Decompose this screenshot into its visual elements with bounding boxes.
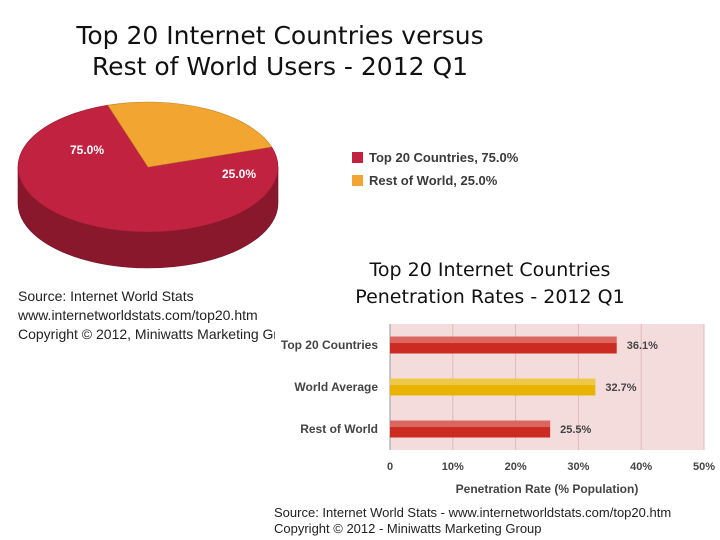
bar-x-axis-title: Penetration Rate (% Population)	[456, 482, 639, 496]
pie-data-label-top20: 75.0%	[70, 143, 104, 157]
bar-highlight	[390, 336, 617, 344]
bar-data-label: 32.7%	[605, 382, 636, 394]
pie-source-line: Source: Internet World Stats	[18, 288, 194, 304]
pie-slice-rest	[107, 101, 273, 168]
bar-category-label: World Average	[294, 380, 378, 394]
pie-title-line-2: Rest of World Users - 2012 Q1	[91, 52, 469, 81]
bar-top-20-countries	[390, 336, 617, 354]
bar-x-tick-label: 20%	[505, 461, 527, 473]
legend-label-rest: Rest of World, 25.0%	[369, 173, 498, 188]
bar-x-tick-label: 50%	[693, 461, 715, 473]
bar-x-tick-label: 0	[387, 461, 393, 473]
bar-highlight	[390, 420, 551, 428]
bar-copyright: Copyright © 2012 - Miniwatts Marketing G…	[274, 521, 542, 536]
legend-swatch-top20	[352, 152, 363, 163]
bar-data-label: 25.5%	[560, 424, 591, 436]
bar-data-label: 36.1%	[627, 340, 658, 352]
bar-category-label: Top 20 Countries	[281, 338, 378, 352]
pie-chart-title: Top 20 Internet Countries versus Rest of…	[40, 20, 520, 82]
pie-data-label-rest: 25.0%	[222, 167, 256, 181]
bar-world-average	[390, 378, 596, 396]
pie-slice-top20	[17, 104, 279, 233]
bar-source-line: Source: Internet World Stats - www.inter…	[274, 505, 672, 520]
pie-title-line-1: Top 20 Internet Countries versus	[76, 21, 484, 50]
pie-source-note: Source: Internet World Stats www.interne…	[18, 287, 275, 344]
bar-x-tick-label: 40%	[630, 461, 652, 473]
bar-source-note: Source: Internet World Stats - www.inter…	[274, 505, 714, 537]
pie-copyright: Copyright © 2012, Miniwatts Marketing Gr…	[18, 326, 275, 342]
bar-x-tick-label: 30%	[567, 461, 589, 473]
bar-rest-of-world	[390, 420, 551, 438]
bar-chart-title: Top 20 Internet Countries Penetration Ra…	[320, 257, 660, 311]
bar-highlight	[390, 378, 596, 386]
legend-swatch-rest	[352, 175, 363, 186]
pie-source-url: www.internetworldstats.com/top20.htm	[18, 307, 258, 323]
bar-title-line-2: Penetration Rates - 2012 Q1	[355, 286, 625, 308]
legend-label-top20: Top 20 Countries, 75.0%	[369, 150, 519, 165]
bar-x-tick-label: 10%	[442, 461, 464, 473]
bar-title-line-1: Top 20 Internet Countries	[369, 259, 611, 281]
bar-category-label: Rest of World	[300, 422, 378, 436]
